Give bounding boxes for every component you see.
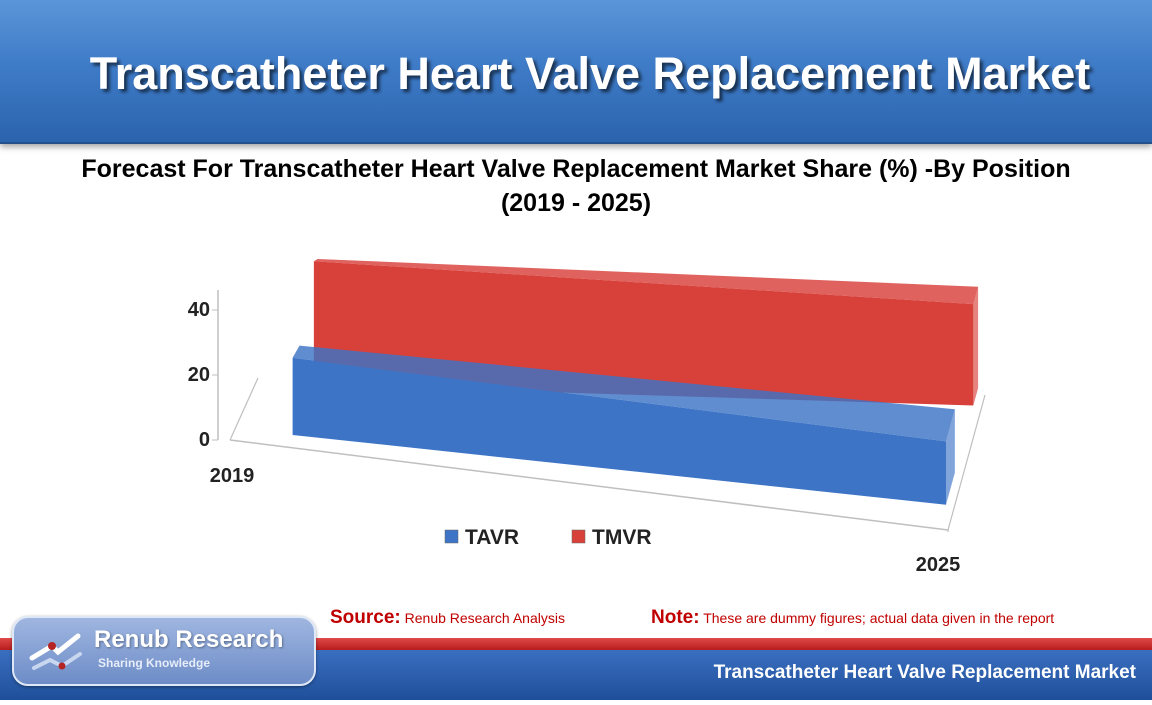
chart-title-line-2: (2019 - 2025) [500,189,652,217]
company-logo: Renub Research Sharing Knowledge [12,616,316,686]
bar-tavr-front-face [292,357,947,505]
legend-label: TMVR [592,526,652,549]
page-title: Transcatheter Heart Valve Replacement Ma… [89,48,1091,99]
logo-tagline: Sharing Knowledge [98,656,211,670]
source-text: Renub Research Analysis [404,610,565,626]
y-tick-label: 40 [188,299,210,321]
source-label: Source: [330,607,401,628]
legend-swatch [444,529,459,544]
logo-icon [29,633,82,670]
note-label: Note: [651,607,700,628]
legend-label: TAVR [465,526,519,549]
bar-tmvr-side-face [973,286,979,406]
chart-title-line-1: Forecast For Transcatheter Heart Valve R… [81,155,1071,183]
disclaimer-note: Note: These are dummy figures; actual da… [651,607,1054,629]
x-category-label: 2019 [210,465,255,487]
header-banner: Transcatheter Heart Valve Replacement Ma… [0,0,1152,144]
bar-tavr-side-face [946,409,955,505]
logo-name: Renub Research [94,626,284,653]
x-category-label: 2025 [916,554,961,576]
legend-swatch [571,529,586,544]
chart-title: Forecast For Transcatheter Heart Valve R… [0,152,1152,220]
y-tick-label: 0 [199,429,210,451]
floor-left-edge [229,377,259,441]
floor-right-edge [947,394,986,531]
x-axis-line [229,439,949,531]
bar-tavr-top-face [292,345,955,442]
source-note: Source: Renub Research Analysis [330,607,565,629]
bar-tmvr-top-face [313,258,979,305]
footer-title: Transcatheter Heart Valve Replacement Ma… [713,662,1136,683]
note-text: These are dummy figures; actual data giv… [703,610,1055,626]
y-tick-label: 20 [188,364,210,386]
